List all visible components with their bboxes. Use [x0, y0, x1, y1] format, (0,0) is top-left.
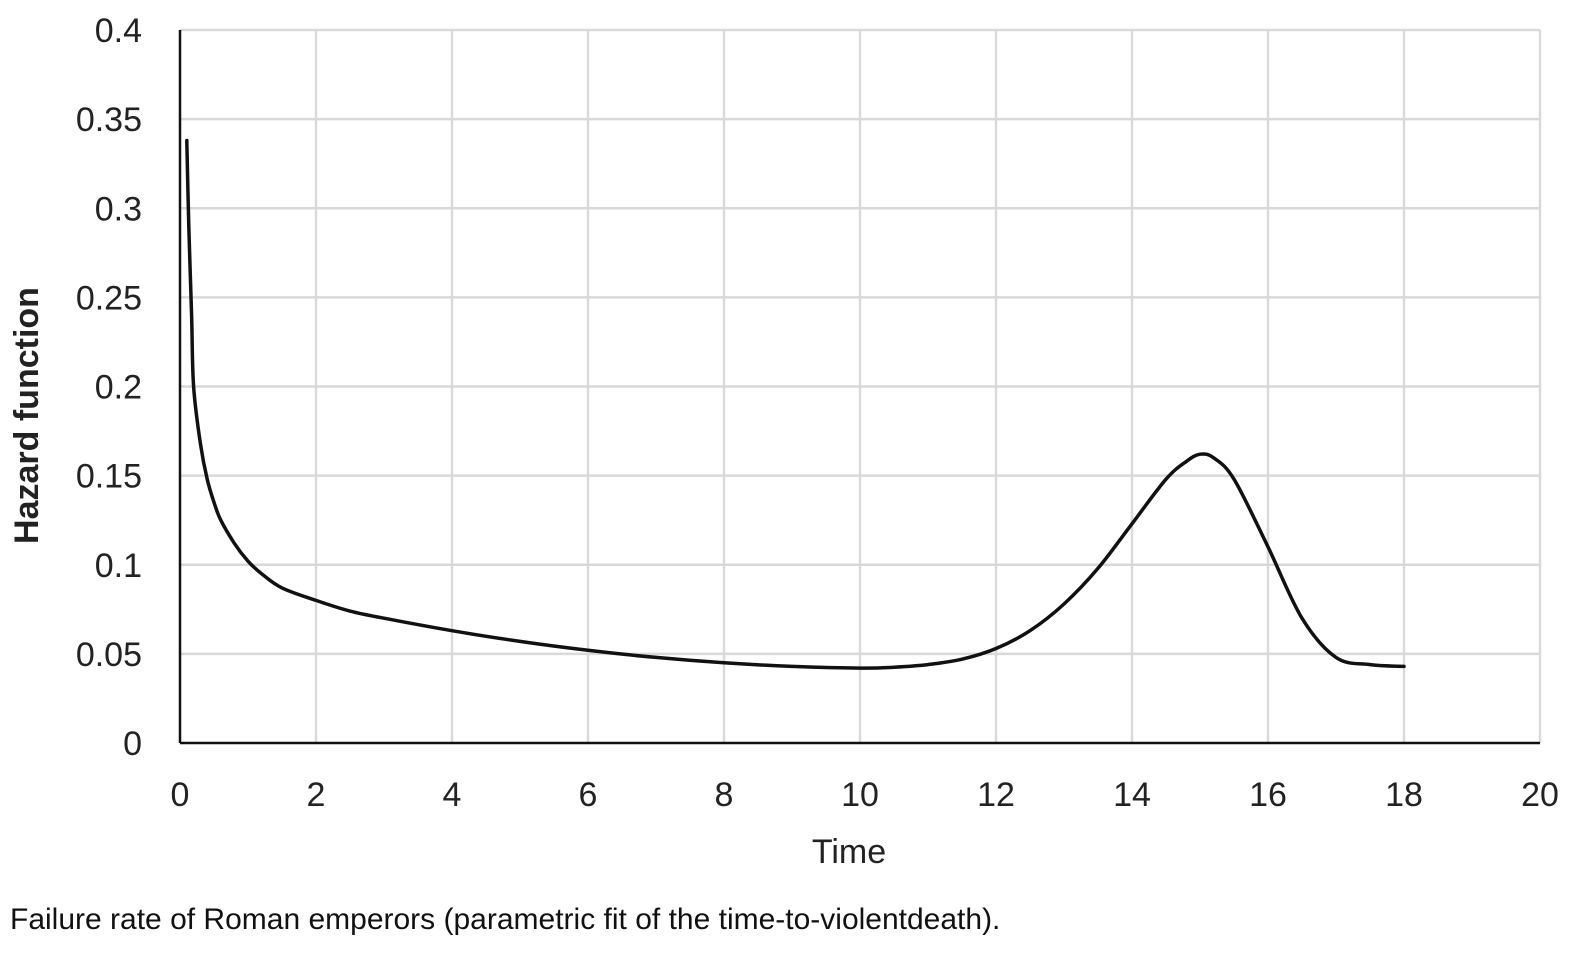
- y-tick-label-0.25: 0.25: [76, 279, 142, 317]
- y-tick-label-0.1: 0.1: [95, 547, 142, 585]
- y-axis-title: Hazard function: [8, 287, 46, 544]
- figure-caption: Failure rate of Roman emperors (parametr…: [10, 903, 1001, 936]
- x-tick-label-18: 18: [1385, 776, 1423, 814]
- x-tick-label-14: 14: [1113, 776, 1151, 814]
- y-tick-label-0.4: 0.4: [95, 12, 142, 50]
- y-tick-label-0.05: 0.05: [76, 636, 142, 674]
- x-tick-label-4: 4: [443, 776, 462, 814]
- y-tick-label-0: 0: [123, 725, 142, 763]
- x-tick-label-12: 12: [977, 776, 1015, 814]
- y-tick-label-0.15: 0.15: [76, 458, 142, 496]
- x-tick-label-10: 10: [841, 776, 879, 814]
- x-tick-label-2: 2: [307, 776, 326, 814]
- chart-grid: [180, 28, 1542, 743]
- hazard-chart: 0 2 4 6 8 10 12 14 16 18 20 0 0.05 0.1 0.15 0.2 0.25 0.3 0…: [8, 12, 1559, 871]
- x-tick-label-6: 6: [579, 776, 598, 814]
- y-tick-label-0.2: 0.2: [95, 369, 142, 407]
- x-axis-title: Time: [812, 833, 886, 871]
- x-tick-label-0: 0: [171, 776, 190, 814]
- chart-tick-labels: 0 2 4 6 8 10 12 14 16 18 20 0 0.05 0.1 0.15 0.2 0.25 0.3 0…: [76, 12, 1559, 814]
- y-tick-label-0.35: 0.35: [76, 101, 142, 139]
- x-tick-label-20: 20: [1521, 776, 1559, 814]
- chart-series: [185, 138, 1406, 670]
- chart-axes: [178, 30, 1540, 745]
- x-tick-label-8: 8: [715, 776, 734, 814]
- y-tick-label-0.3: 0.3: [95, 190, 142, 228]
- series-line-hazard: [185, 138, 1406, 670]
- x-tick-label-16: 16: [1249, 776, 1287, 814]
